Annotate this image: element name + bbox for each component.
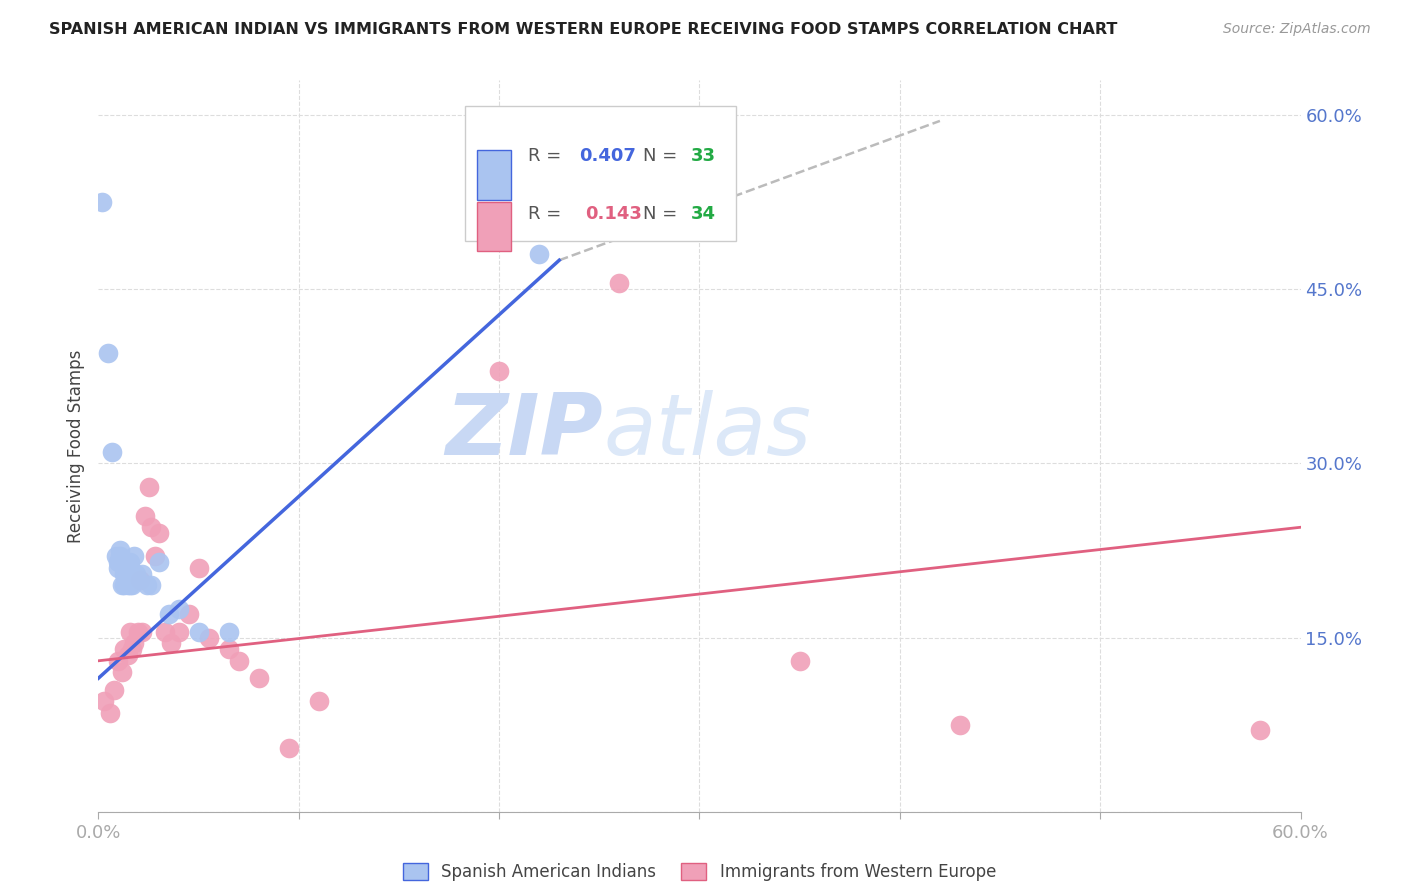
Point: [167, 624, 190, 639]
Point: [277, 740, 299, 755]
Point: [187, 624, 209, 639]
Point: [107, 555, 129, 569]
Point: [120, 555, 142, 569]
Text: ZIP: ZIP: [446, 390, 603, 473]
Text: R =: R =: [527, 146, 567, 165]
Point: [120, 624, 142, 639]
Point: [121, 642, 143, 657]
Point: [247, 671, 270, 685]
Point: [114, 566, 136, 581]
Point: [308, 694, 330, 708]
Point: [120, 578, 142, 592]
Point: [135, 578, 157, 592]
Point: [117, 578, 139, 592]
Point: [111, 578, 134, 592]
Point: [91, 195, 114, 210]
FancyBboxPatch shape: [477, 151, 510, 200]
Point: [177, 607, 200, 622]
Text: R =: R =: [527, 205, 572, 223]
FancyBboxPatch shape: [477, 202, 510, 252]
Point: [488, 363, 510, 377]
Point: [124, 573, 146, 587]
Point: [100, 706, 122, 720]
Point: [128, 573, 150, 587]
Point: [138, 480, 160, 494]
Text: 0.143: 0.143: [585, 205, 643, 223]
Point: [121, 578, 143, 592]
Point: [218, 624, 240, 639]
Point: [131, 624, 153, 639]
Y-axis label: Receiving Food Stamps: Receiving Food Stamps: [66, 350, 84, 542]
Text: atlas: atlas: [603, 390, 811, 473]
Point: [110, 549, 132, 564]
Point: [128, 624, 150, 639]
Point: [197, 631, 219, 645]
Text: 34: 34: [692, 205, 716, 223]
Point: [107, 654, 129, 668]
Point: [789, 654, 811, 668]
Text: N =: N =: [643, 146, 683, 165]
FancyBboxPatch shape: [465, 106, 735, 241]
Text: 33: 33: [692, 146, 716, 165]
Point: [114, 642, 136, 657]
Point: [115, 555, 138, 569]
Point: [529, 247, 551, 261]
Point: [117, 648, 139, 662]
Text: N =: N =: [643, 205, 683, 223]
Point: [115, 566, 138, 581]
Point: [101, 445, 124, 459]
Point: [134, 508, 156, 523]
Point: [111, 665, 134, 680]
Point: [114, 561, 136, 575]
Point: [157, 607, 180, 622]
Point: [949, 717, 972, 731]
Point: [124, 636, 146, 650]
Point: [218, 642, 240, 657]
Legend: Spanish American Indians, Immigrants from Western Europe: Spanish American Indians, Immigrants fro…: [396, 856, 1002, 888]
Point: [124, 549, 146, 564]
Text: SPANISH AMERICAN INDIAN VS IMMIGRANTS FROM WESTERN EUROPE RECEIVING FOOD STAMPS : SPANISH AMERICAN INDIAN VS IMMIGRANTS FR…: [49, 22, 1118, 37]
Point: [111, 555, 134, 569]
Point: [97, 346, 120, 360]
Point: [159, 636, 181, 650]
Point: [187, 561, 209, 575]
Point: [117, 561, 139, 575]
Text: 0.407: 0.407: [579, 146, 636, 165]
Point: [107, 561, 129, 575]
Point: [167, 601, 190, 615]
Point: [1250, 723, 1272, 738]
Point: [139, 578, 162, 592]
Point: [148, 526, 170, 541]
Point: [131, 566, 153, 581]
Point: [110, 543, 132, 558]
Point: [103, 682, 125, 697]
Point: [93, 694, 115, 708]
Text: Source: ZipAtlas.com: Source: ZipAtlas.com: [1223, 22, 1371, 37]
Point: [105, 549, 128, 564]
Point: [609, 277, 631, 291]
Point: [148, 555, 170, 569]
Point: [129, 573, 152, 587]
Point: [143, 549, 166, 564]
Point: [228, 654, 250, 668]
Point: [114, 578, 136, 592]
Point: [153, 624, 176, 639]
Point: [139, 520, 162, 534]
Point: [125, 566, 148, 581]
